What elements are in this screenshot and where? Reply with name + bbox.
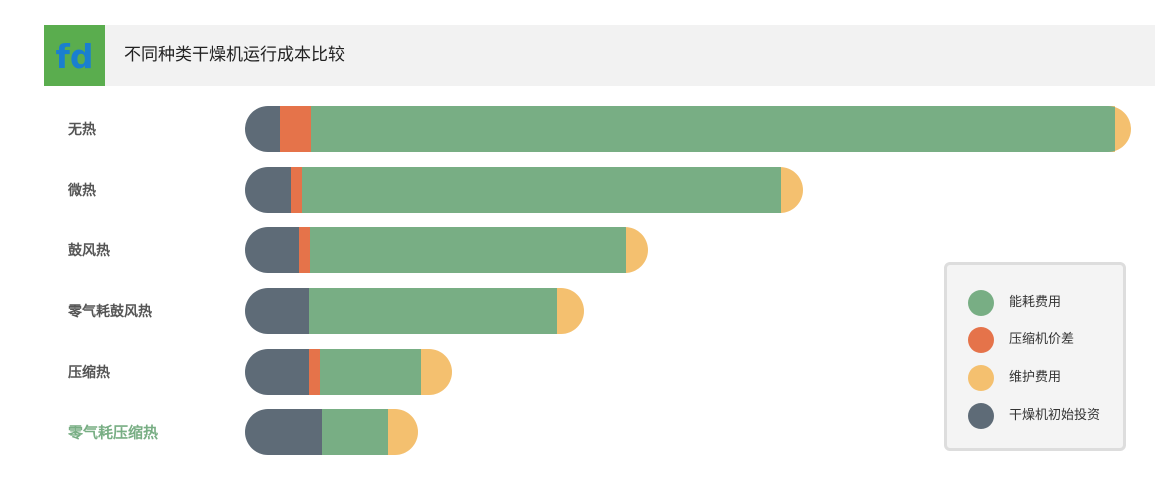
bar-segment xyxy=(322,409,388,455)
category-label: 无热 xyxy=(68,122,96,138)
bar-segment xyxy=(1108,106,1131,152)
bar-segment xyxy=(780,167,803,213)
bar-segment xyxy=(280,106,311,152)
bar-segment xyxy=(421,349,452,395)
category-label: 零气耗压缩热 xyxy=(68,423,159,442)
legend-label: 压缩机价差 xyxy=(1009,332,1075,347)
bar-segment xyxy=(245,349,309,395)
legend-swatch xyxy=(968,365,994,391)
bar-segment xyxy=(388,409,418,455)
bar-segment xyxy=(245,106,280,152)
legend-label: 干燥机初始投资 xyxy=(1009,408,1101,423)
legend-label: 能耗费用 xyxy=(1009,295,1062,310)
bar-segment xyxy=(245,288,309,334)
logo-icon: fd xyxy=(44,25,105,86)
legend-swatch xyxy=(968,327,994,353)
legend-swatch xyxy=(968,290,994,316)
logo-text: fd xyxy=(56,37,94,76)
legend-swatch xyxy=(968,403,994,429)
bar-segment xyxy=(245,167,291,213)
bar-segment xyxy=(557,288,584,334)
category-label: 零气耗鼓风热 xyxy=(68,304,152,320)
bar-segment xyxy=(245,227,299,273)
category-label: 微热 xyxy=(68,183,96,199)
bar-segment xyxy=(309,288,557,334)
bar-segment xyxy=(625,227,648,273)
bar-segment xyxy=(245,409,322,455)
legend-label: 维护费用 xyxy=(1009,370,1062,385)
category-label: 压缩热 xyxy=(68,365,110,381)
bar-segment xyxy=(302,167,781,213)
chart-title: 不同种类干燥机运行成本比较 xyxy=(124,45,345,65)
bar-segment xyxy=(320,349,421,395)
chart-header: fd 不同种类干燥机运行成本比较 xyxy=(44,25,1155,86)
bar-segment xyxy=(299,227,310,273)
bar-segment xyxy=(309,349,320,395)
bar-segment xyxy=(291,167,302,213)
bar-segment xyxy=(311,106,1115,152)
chart-legend: 能耗费用压缩机价差维护费用干燥机初始投资 xyxy=(944,262,1126,451)
category-label: 鼓风热 xyxy=(68,243,110,259)
bar-segment xyxy=(310,227,626,273)
brand-logo: fd xyxy=(44,25,105,86)
